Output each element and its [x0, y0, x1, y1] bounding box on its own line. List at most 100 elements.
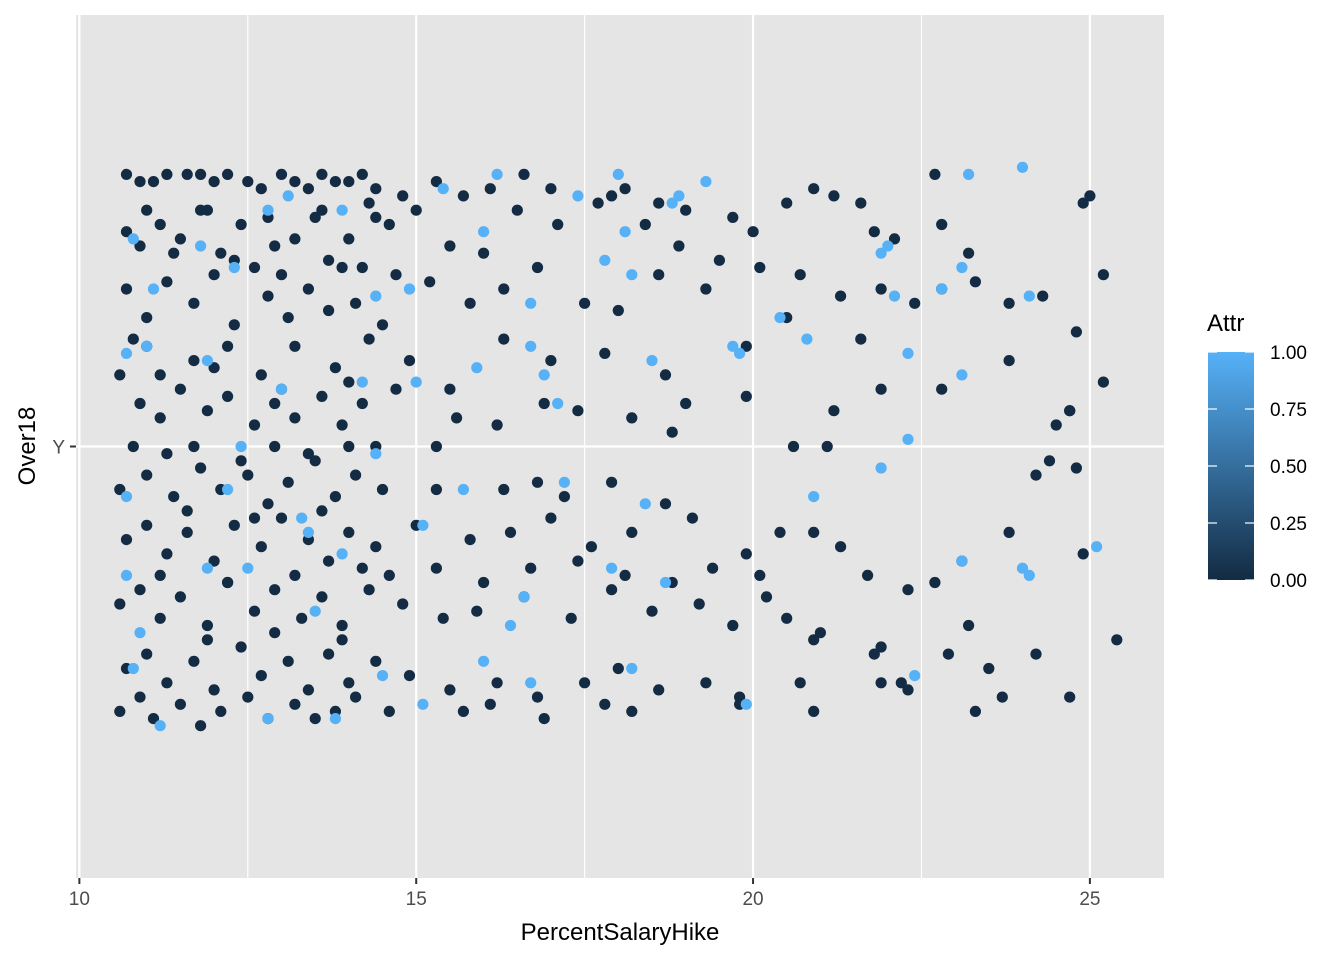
- data-point: [1064, 405, 1076, 417]
- data-point: [606, 562, 618, 574]
- data-point: [430, 440, 442, 453]
- data-point: [208, 684, 220, 696]
- data-point: [774, 312, 786, 324]
- data-point: [1023, 290, 1035, 302]
- data-point: [882, 240, 894, 252]
- data-point: [451, 412, 463, 424]
- data-point: [531, 261, 544, 274]
- data-point: [963, 619, 975, 632]
- data-point: [343, 677, 355, 689]
- data-point: [302, 684, 314, 696]
- data-point: [437, 183, 449, 195]
- data-point: [606, 584, 618, 596]
- data-point: [491, 168, 503, 180]
- data-point: [323, 555, 335, 567]
- data-point: [902, 684, 914, 696]
- data-point: [740, 390, 752, 402]
- data-point: [498, 333, 510, 345]
- data-point: [579, 297, 591, 309]
- data-point: [208, 269, 220, 281]
- data-point: [491, 419, 503, 431]
- data-point: [1111, 634, 1123, 646]
- data-point: [376, 319, 389, 331]
- data-point: [161, 677, 173, 689]
- data-point: [309, 605, 321, 617]
- data-point: [329, 362, 341, 374]
- data-point: [538, 369, 550, 381]
- data-point: [302, 526, 314, 539]
- data-point: [531, 476, 544, 488]
- major-gridlines: [76, 15, 1164, 878]
- x-tick-label: 10: [69, 889, 90, 910]
- data-point: [120, 569, 133, 582]
- data-point: [862, 569, 874, 582]
- data-point: [316, 390, 328, 402]
- data-point: [693, 598, 705, 610]
- data-point: [154, 569, 166, 582]
- data-point: [336, 204, 348, 216]
- data-point: [1070, 462, 1082, 474]
- data-point: [996, 691, 1008, 703]
- data-point: [309, 455, 321, 467]
- data-point: [343, 526, 355, 539]
- data-point: [612, 168, 624, 180]
- data-point: [498, 483, 510, 496]
- data-point: [370, 655, 382, 667]
- data-point: [370, 448, 382, 460]
- data-point: [120, 226, 133, 238]
- data-point: [545, 183, 557, 195]
- data-point: [127, 233, 139, 245]
- data-point: [134, 240, 146, 252]
- data-point: [727, 619, 739, 632]
- data-point: [538, 713, 550, 725]
- data-point: [323, 254, 335, 266]
- data-point: [821, 440, 833, 453]
- data-point: [242, 176, 254, 188]
- data-point: [781, 612, 793, 624]
- data-point: [363, 333, 375, 345]
- data-point: [120, 534, 133, 546]
- data-point: [208, 362, 220, 374]
- data-point: [599, 254, 611, 266]
- data-point: [538, 397, 550, 410]
- x-axis-title: PercentSalaryHike: [521, 919, 720, 946]
- data-point: [484, 183, 496, 195]
- x-tick-label: 25: [1079, 889, 1100, 910]
- data-points: [114, 161, 1123, 732]
- data-point: [120, 491, 133, 503]
- data-point: [653, 684, 665, 696]
- data-point: [484, 698, 496, 710]
- data-point: [828, 190, 840, 202]
- data-point: [161, 276, 173, 288]
- data-point: [397, 190, 409, 202]
- data-point: [606, 190, 618, 202]
- data-point: [828, 405, 840, 417]
- data-point: [235, 440, 247, 453]
- x-tick-label: 15: [406, 889, 427, 910]
- data-point: [552, 218, 564, 231]
- data-point: [350, 691, 362, 703]
- data-point: [309, 211, 321, 223]
- data-point: [1037, 290, 1049, 302]
- data-point: [275, 168, 288, 180]
- data-point: [700, 677, 712, 689]
- data-point: [936, 283, 948, 295]
- data-point: [181, 526, 193, 539]
- data-point: [1097, 269, 1109, 281]
- data-point: [215, 705, 227, 718]
- data-point: [282, 655, 294, 667]
- data-point: [201, 562, 213, 574]
- data-point: [700, 283, 712, 295]
- data-point: [417, 698, 429, 710]
- data-point: [410, 376, 422, 388]
- data-point: [639, 218, 651, 231]
- data-point: [612, 662, 624, 675]
- data-point: [188, 355, 200, 367]
- data-point: [740, 698, 752, 710]
- data-point: [370, 183, 382, 195]
- data-point: [134, 691, 146, 703]
- data-point: [161, 448, 173, 460]
- data-point: [127, 333, 139, 345]
- data-point: [599, 347, 611, 359]
- data-point: [350, 469, 362, 481]
